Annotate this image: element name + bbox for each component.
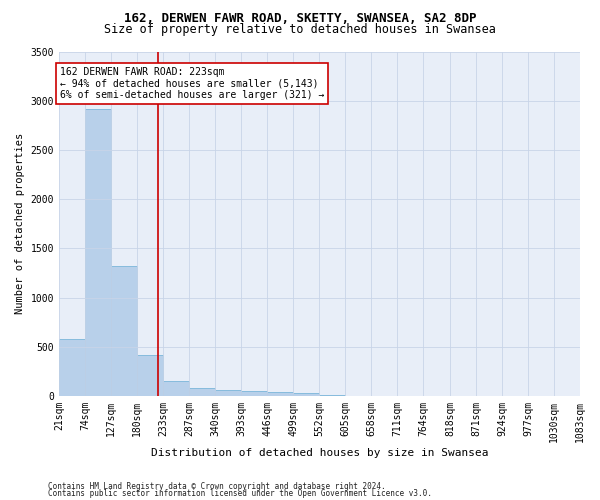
Text: Contains public sector information licensed under the Open Government Licence v3: Contains public sector information licen… <box>48 490 432 498</box>
Text: 162 DERWEN FAWR ROAD: 223sqm
← 94% of detached houses are smaller (5,143)
6% of : 162 DERWEN FAWR ROAD: 223sqm ← 94% of de… <box>60 67 324 100</box>
Bar <box>163 380 189 396</box>
Text: Size of property relative to detached houses in Swansea: Size of property relative to detached ho… <box>104 22 496 36</box>
Bar <box>59 340 85 396</box>
Bar <box>215 390 241 396</box>
Y-axis label: Number of detached properties: Number of detached properties <box>15 133 25 314</box>
X-axis label: Distribution of detached houses by size in Swansea: Distribution of detached houses by size … <box>151 448 488 458</box>
Bar <box>241 390 268 396</box>
Bar <box>111 266 137 396</box>
Text: Contains HM Land Registry data © Crown copyright and database right 2024.: Contains HM Land Registry data © Crown c… <box>48 482 386 491</box>
Bar <box>293 392 319 396</box>
Bar <box>190 388 215 396</box>
Text: 162, DERWEN FAWR ROAD, SKETTY, SWANSEA, SA2 8DP: 162, DERWEN FAWR ROAD, SKETTY, SWANSEA, … <box>124 12 476 26</box>
Bar <box>268 392 293 396</box>
Bar <box>85 108 111 396</box>
Bar <box>137 355 163 396</box>
